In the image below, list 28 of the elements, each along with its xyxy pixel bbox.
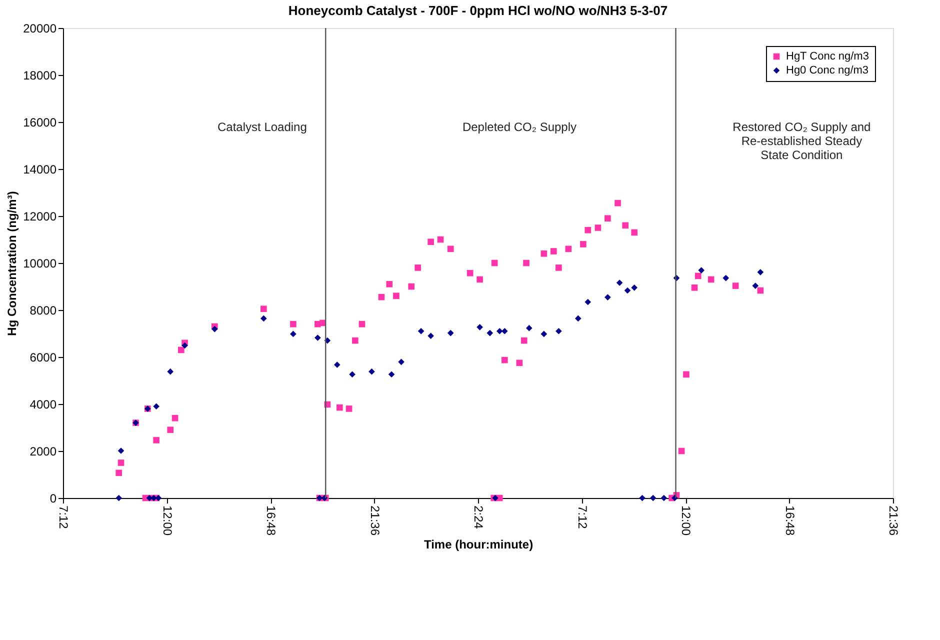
y-tick-label: 16000: [23, 116, 57, 130]
x-tick-label: 16:48: [264, 506, 278, 536]
chart-title: Honeycomb Catalyst - 700F - 0ppm HCl wo/NO wo/NH3 5-3-07: [288, 3, 668, 18]
y-tick-label: 20000: [23, 22, 57, 36]
y-tick-label: 2000: [30, 444, 57, 458]
x-tick-label: 2:24: [472, 506, 486, 530]
legend-label: HgT Conc ng/m3: [786, 50, 869, 62]
x-tick-label: 16:48: [782, 506, 797, 536]
y-axis-title: Hg Concentration (ng/m³): [5, 191, 20, 336]
annotation: Restored CO₂ Supply and Re-established Steady State Condition: [732, 120, 871, 162]
x-tick-label: 12:00: [679, 506, 693, 536]
x-tick-label: 7:12: [575, 506, 590, 530]
legend-label: Hg0 Conc ng/m3: [786, 64, 869, 76]
y-tick-label: 18000: [23, 68, 57, 82]
y-tick-label: 4000: [30, 398, 57, 412]
y-tick-label: 10000: [23, 256, 57, 270]
annotation: Catalyst Loading: [218, 120, 307, 134]
x-tick-label: 12:00: [160, 506, 174, 536]
x-tick-label: 7:12: [56, 506, 70, 530]
y-tick-label: 8000: [30, 304, 57, 318]
y-tick-label: 6000: [30, 350, 57, 364]
y-tick-label: 12000: [23, 210, 57, 224]
y-tick-label: 0: [50, 492, 57, 506]
x-tick-label: 21:36: [886, 506, 900, 536]
x-tick-label: 21:36: [368, 506, 382, 536]
y-tick-label: 14000: [23, 162, 57, 176]
x-axis-title: Time (hour:minute): [424, 538, 534, 552]
annotation: Depleted CO₂ Supply: [462, 120, 577, 134]
